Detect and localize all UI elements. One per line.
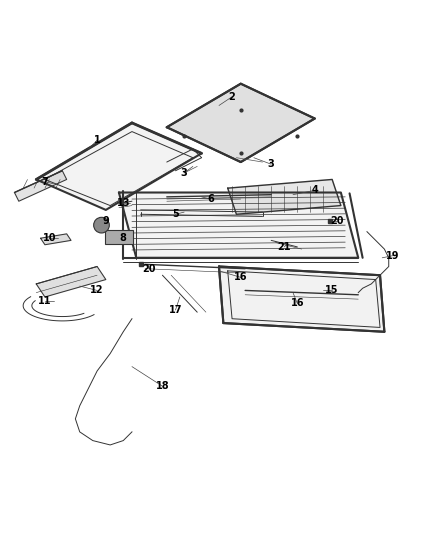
Text: 20: 20 xyxy=(143,264,156,273)
Text: 19: 19 xyxy=(386,251,400,261)
Text: 16: 16 xyxy=(234,272,247,282)
Text: 6: 6 xyxy=(207,194,214,204)
Text: 13: 13 xyxy=(117,198,130,208)
Polygon shape xyxy=(36,266,106,297)
FancyBboxPatch shape xyxy=(105,230,133,244)
Text: 18: 18 xyxy=(155,381,169,391)
Polygon shape xyxy=(167,84,315,162)
Text: 5: 5 xyxy=(172,209,179,219)
Text: 20: 20 xyxy=(330,216,343,226)
Text: 11: 11 xyxy=(38,296,52,306)
Text: 4: 4 xyxy=(311,185,318,195)
Polygon shape xyxy=(14,171,67,201)
Text: 8: 8 xyxy=(120,233,127,243)
Polygon shape xyxy=(41,234,71,245)
Text: 10: 10 xyxy=(42,233,56,243)
Text: 3: 3 xyxy=(268,159,275,169)
Polygon shape xyxy=(228,180,341,214)
Polygon shape xyxy=(36,123,201,210)
Text: 1: 1 xyxy=(94,135,100,146)
Circle shape xyxy=(94,217,110,233)
Text: 12: 12 xyxy=(90,286,104,295)
Text: 21: 21 xyxy=(278,242,291,252)
Text: 17: 17 xyxy=(169,305,182,315)
Polygon shape xyxy=(119,192,358,258)
Text: 9: 9 xyxy=(102,216,109,226)
Text: 3: 3 xyxy=(181,168,187,178)
Text: 7: 7 xyxy=(42,176,48,187)
Text: 2: 2 xyxy=(229,92,236,102)
Text: 16: 16 xyxy=(290,298,304,309)
Polygon shape xyxy=(219,266,385,332)
Text: 15: 15 xyxy=(325,286,339,295)
